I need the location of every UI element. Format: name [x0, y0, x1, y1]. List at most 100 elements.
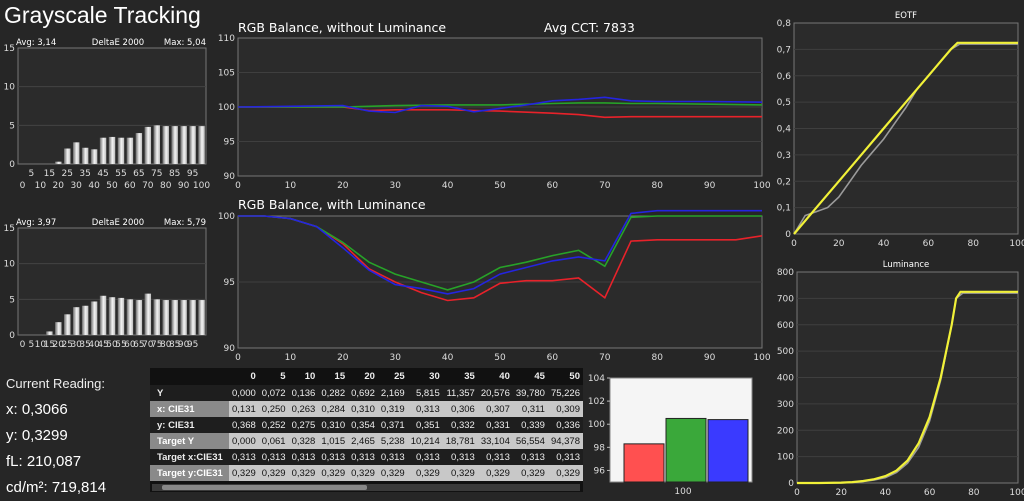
y-tick-label: 0	[9, 331, 15, 341]
x-tick-label: 80	[651, 353, 663, 363]
bar	[162, 126, 169, 164]
x-tick-label: 60	[124, 340, 136, 350]
x-tick-label: 90	[178, 340, 190, 350]
bar	[171, 126, 178, 164]
x-tick-label: 60	[547, 353, 559, 363]
table-cell: 0,329	[477, 465, 513, 481]
x-tick-label: 75	[151, 169, 162, 179]
bar	[64, 148, 71, 164]
y-tick-label: 15	[4, 224, 15, 234]
table-cell: 0,313	[407, 449, 443, 465]
x-tick-label-secondary: 10	[35, 181, 47, 191]
max-label: Max: 5,79	[164, 218, 206, 228]
bar	[153, 299, 160, 335]
table-row: Y 0,000 0,072 0,136 0,282 0,692 2,169 5,815 11,3…	[150, 385, 583, 401]
rgb-balance-without-luminance-chart: RGB Balance, without Luminance Avg CCT: 7…	[218, 20, 770, 191]
table-cell: 0,328	[288, 433, 319, 449]
table-cell: 0,250	[258, 401, 289, 417]
table-cell: 0,307	[477, 401, 513, 417]
table-cell: 0,692	[348, 385, 378, 401]
reading-x-value: x: 0,3066	[6, 401, 68, 418]
x-tick-label: 100	[1009, 488, 1024, 498]
x-tick-label: 35	[79, 340, 90, 350]
x-tick-label: 55	[115, 340, 126, 350]
y-tick-label: 0,2	[777, 177, 791, 187]
x-tick-label-secondary: 100	[193, 181, 210, 191]
y-tick-label: 100	[588, 420, 605, 430]
bar	[46, 331, 53, 335]
table-cell: 0,263	[288, 401, 319, 417]
series-line-yellow	[793, 41, 1018, 235]
bar	[108, 297, 116, 335]
bar	[99, 295, 107, 335]
x-tick-label: 40	[880, 488, 892, 498]
bar-blue	[707, 419, 749, 483]
y-tick-label: 100	[218, 212, 235, 222]
column-header: 15	[318, 368, 349, 385]
y-tick-label: 100	[777, 453, 794, 463]
table-cell: 20,576	[477, 385, 513, 401]
y-tick-label: 104	[588, 374, 605, 384]
x-tick-label: 80	[968, 488, 980, 498]
x-tick-label-secondary: 30	[70, 181, 82, 191]
y-tick-label: 0	[788, 479, 794, 489]
table-cell: 0,329	[377, 465, 408, 481]
x-tick-label: 50	[106, 340, 118, 350]
chart-title: RGB Balance, without Luminance	[238, 20, 446, 35]
table-cell: 39,780	[512, 385, 548, 401]
bar	[108, 136, 116, 164]
x-tick-label: 80	[967, 239, 979, 249]
series-line-gray	[793, 43, 1018, 235]
bar	[171, 300, 178, 335]
bar	[117, 297, 125, 335]
eotf-chart: EOTF 0 0,1 0,2 0,3 0,4 0,5 0,6 0,7 0,8 0 20 40 60 80 10…	[777, 11, 1024, 249]
table-cell: 0,313	[477, 449, 513, 465]
x-tick-label-secondary: 90	[178, 181, 190, 191]
bar	[180, 300, 187, 335]
table-cell: 1,015	[318, 433, 349, 449]
table-row: y: CIE31 0,368 0,252 0,275 0,310 0,354 0,371 0,…	[150, 417, 583, 433]
y-tick-label: 500	[777, 347, 794, 357]
table-cell: 0,329	[348, 465, 378, 481]
luminance-chart: Luminance 0 100 200 300 400 500 600 700 800 0 20 40 6…	[777, 260, 1024, 498]
bar	[153, 125, 160, 164]
x-tick-label: 20	[337, 353, 349, 363]
avg-cct-label: Avg CCT: 7833	[544, 20, 635, 35]
x-tick-label: 70	[599, 181, 611, 191]
reading-cdm2-value: cd/m²: 719,814	[6, 479, 107, 496]
avg-label: Avg: 3,97	[16, 218, 56, 228]
column-header	[150, 368, 229, 385]
y-tick-label: 0,6	[777, 72, 792, 82]
y-tick-label: 95	[224, 138, 235, 148]
y-tick-label: 10	[4, 83, 16, 93]
x-tick-label: 80	[651, 181, 663, 191]
x-tick-label: 0	[235, 181, 241, 191]
y-tick-label: 10	[4, 260, 16, 270]
y-tick-label: 0,5	[777, 98, 791, 108]
x-tick-label: 15	[44, 169, 55, 179]
column-header: 35	[442, 368, 478, 385]
table-cell: 0,309	[547, 401, 583, 417]
x-tick-label: 10	[35, 340, 47, 350]
y-tick-label: 0	[785, 230, 791, 240]
bar	[144, 126, 152, 164]
table-horizontal-scrollbar[interactable]	[152, 484, 580, 491]
table-cell: 0,000	[229, 385, 259, 401]
x-tick-label: 5	[29, 169, 35, 179]
table-cell: 0,331	[477, 417, 513, 433]
scrollbar-thumb[interactable]	[162, 485, 367, 490]
table-cell: 5,238	[377, 433, 408, 449]
avg-label: Avg: 3,14	[16, 38, 56, 48]
column-header: 5	[258, 368, 289, 385]
table-cell: 10,214	[407, 433, 443, 449]
y-tick-label: 90	[224, 172, 236, 182]
y-tick-label: 200	[777, 426, 794, 436]
table-cell: 0,072	[258, 385, 289, 401]
bar	[64, 314, 71, 335]
table-cell: 0,329	[318, 465, 349, 481]
x-tick-label: 25	[62, 340, 73, 350]
table-cell: 0,319	[377, 401, 408, 417]
x-tick-label: 95	[187, 340, 198, 350]
x-tick-label: 40	[88, 340, 100, 350]
